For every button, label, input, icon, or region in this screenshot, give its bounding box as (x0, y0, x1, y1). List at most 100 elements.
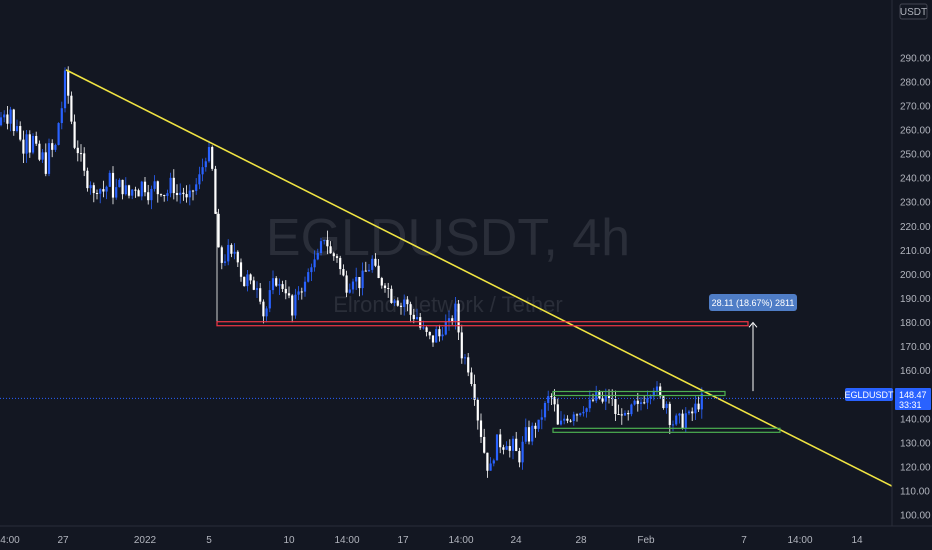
price-tag-value: 148.47 (899, 390, 927, 400)
candle-body (223, 261, 227, 263)
candle-body (371, 258, 374, 270)
candle-body (470, 372, 473, 385)
candle-body (300, 291, 303, 293)
candle-body (92, 185, 95, 194)
candle-body (246, 274, 249, 287)
candle-body (505, 446, 508, 450)
candle-body (294, 294, 297, 316)
candle-body (89, 185, 92, 189)
candle-body (140, 181, 143, 197)
candle-body (297, 291, 300, 295)
price-tick-label: 250.00 (900, 150, 931, 161)
time-tick-label: 28 (575, 535, 587, 546)
symbol-tag-box (845, 388, 893, 401)
candle-body (655, 386, 659, 391)
candle-body (118, 179, 121, 188)
time-axis[interactable]: 4:00 27 2022 5 10 14:00 17 14:00 24 28 Feb 7 14:00 14 (0, 525, 932, 546)
candle-body (342, 269, 345, 276)
candle-body (409, 304, 412, 315)
candle-body (156, 181, 159, 195)
candle-body (313, 259, 316, 268)
candle-body (649, 396, 652, 399)
candle-body (502, 447, 505, 450)
candle-body (166, 193, 169, 196)
symbol-tag-label: EGLDUSDT (844, 390, 894, 400)
candle-body (614, 399, 617, 414)
candle-body (678, 413, 681, 416)
candle-body (665, 403, 668, 409)
candle-body (563, 418, 566, 421)
candle-body (361, 270, 364, 289)
candle-body (220, 247, 223, 263)
candle-body (169, 177, 172, 194)
price-tick-label: 270.00 (900, 101, 931, 112)
candle-body (137, 190, 140, 197)
candle-body (547, 396, 550, 403)
candle-body (473, 384, 476, 400)
candle-body (479, 420, 483, 437)
candle-body (35, 135, 38, 144)
price-tick-label: 260.00 (900, 126, 931, 137)
candle-body (99, 189, 102, 194)
candle-body (9, 109, 12, 124)
candle-body (515, 438, 518, 452)
candle-body (508, 446, 511, 451)
time-tick-label: 14:00 (334, 535, 359, 546)
candle-body (284, 288, 287, 294)
candle-body (44, 152, 47, 174)
price-tick-label: 130.00 (900, 438, 931, 449)
candle-body (172, 177, 175, 194)
candle-body (383, 285, 387, 289)
candle-body (403, 299, 406, 307)
candle-body (441, 334, 444, 337)
candle-body (262, 301, 265, 317)
candle-body (377, 265, 380, 279)
candle-body (467, 357, 470, 373)
candle-body (121, 179, 124, 195)
price-tick-label: 280.00 (900, 77, 931, 88)
candle-body (67, 70, 70, 96)
candle-body (185, 194, 188, 198)
candle-body (620, 414, 623, 416)
candle-body (175, 193, 179, 196)
time-tick-label: 14 (851, 535, 863, 546)
currency-button[interactable]: USDT (899, 3, 928, 20)
candle-body (444, 321, 447, 335)
candle-body (527, 427, 531, 442)
candle-body (652, 390, 655, 397)
candle-body (662, 396, 665, 409)
candle-body (38, 143, 41, 160)
candle-body (374, 258, 377, 266)
candle-body (195, 184, 198, 192)
time-tick-label: 14:00 (448, 535, 473, 546)
candle-body (524, 427, 527, 442)
candle-body (463, 357, 467, 359)
candle-body (646, 398, 649, 403)
candle-body (111, 172, 115, 198)
candle-body (79, 153, 83, 155)
candle-body (252, 280, 255, 290)
candle-body (291, 295, 294, 316)
candle-body (214, 168, 217, 214)
candle-body (364, 270, 367, 272)
candle-body (70, 95, 73, 122)
candle-body (22, 139, 25, 154)
candle-body (460, 332, 463, 359)
support-line (216, 321, 749, 327)
candle-body (6, 114, 9, 124)
candle-body (105, 186, 108, 192)
candle-body (307, 272, 310, 282)
candle-body (86, 170, 89, 189)
candle-body (623, 412, 627, 416)
candle-body (60, 108, 63, 124)
candle-body (131, 189, 134, 196)
time-tick-label: 7 (741, 535, 747, 546)
candle-body (182, 192, 185, 195)
candle-body (556, 404, 559, 425)
candle-body (598, 390, 601, 399)
candle-body (627, 412, 630, 415)
candle-body (486, 452, 489, 471)
candle-body (431, 335, 435, 343)
candle-body (153, 181, 156, 189)
